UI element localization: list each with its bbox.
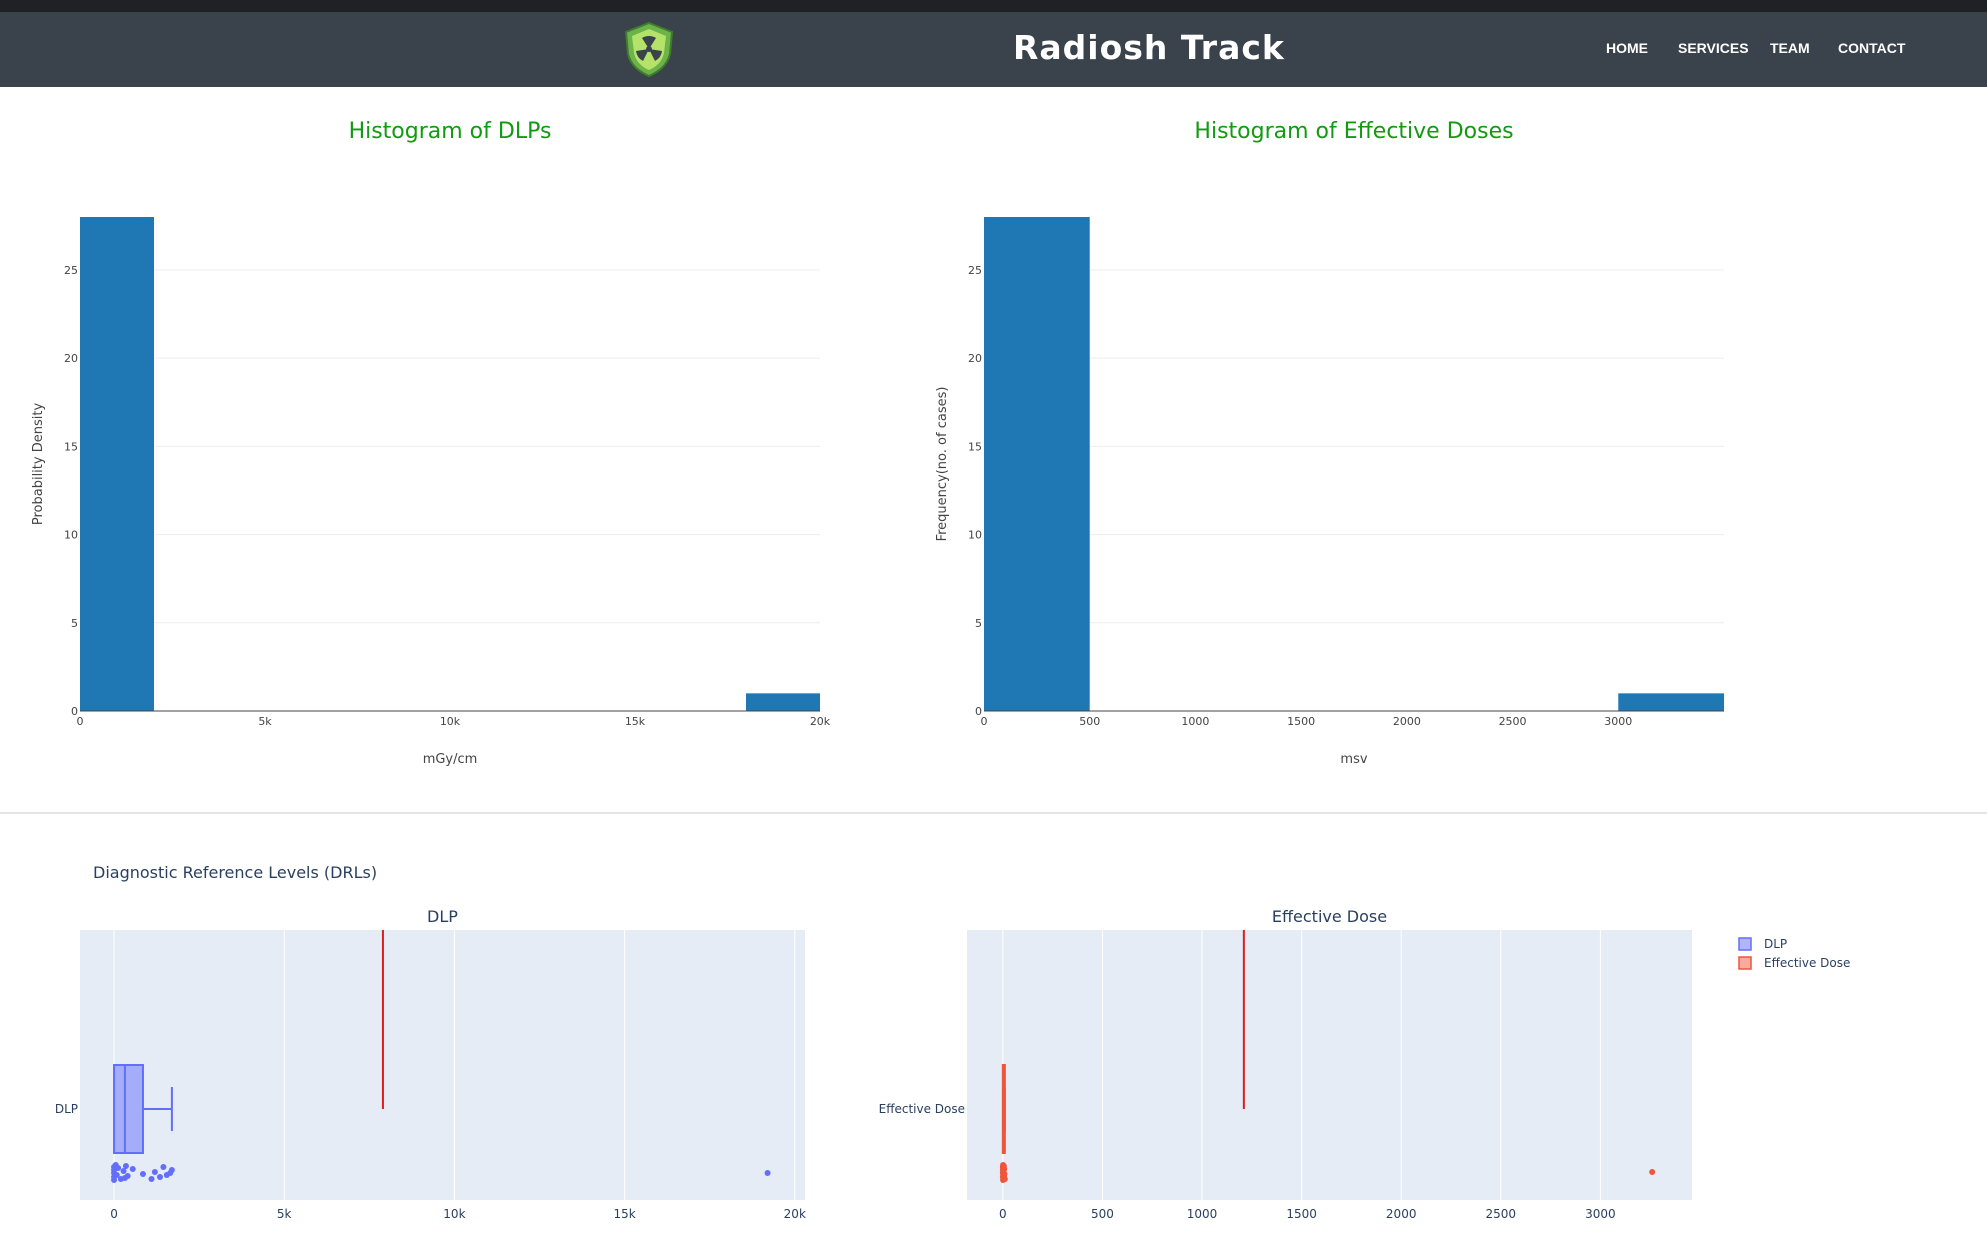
- dlp-hist-xtick-label: 5k: [258, 715, 272, 728]
- brand-title: Radiosh Track: [1013, 28, 1285, 67]
- ed-hist-xtick-label: 1000: [1181, 715, 1209, 728]
- dlp-hist-ytick-label: 15: [64, 440, 78, 453]
- dlp-box-point: [120, 1168, 127, 1174]
- dlp-histogram: 0 5 10 15 20 25 0 5k 10k 15k 20k mGy/cm Probability …: [31, 217, 831, 767]
- dlp-hist-xlabel: mGy/cm: [423, 752, 478, 767]
- ed-hist-bar: [984, 217, 1090, 711]
- dlp-box-point: [156, 1174, 163, 1180]
- ed-box-xtick-label: 500: [1091, 1207, 1114, 1221]
- section-divider: [0, 812, 1987, 814]
- dlp-box-point: [115, 1165, 122, 1171]
- dlp-box-box: [113, 1064, 144, 1154]
- dlp-hist-bar: [746, 693, 820, 711]
- dlp-histogram-title: Histogram of DLPs: [348, 119, 552, 144]
- ed-histogram: 0 5 10 15 20 25 0 500 1000 1500 2000 2500 3000 msv Fre…: [935, 217, 1724, 767]
- dlp-box-point: [160, 1164, 167, 1170]
- dlp-box-point: [151, 1169, 158, 1175]
- ed-box-subplot-title: Effective Dose: [1272, 907, 1387, 926]
- ed-box-xtick-label: 0: [999, 1207, 1007, 1221]
- dlp-hist-ytick-label: 20: [64, 352, 78, 365]
- ed-boxplot: 0 500 1000 1500 2000 2500 3000 Effective Dose Ef…: [879, 907, 1851, 1221]
- dlp-box-point: [129, 1166, 136, 1172]
- dlp-box-subplot-title: DLP: [427, 907, 458, 926]
- dlp-hist-ylabel: Probability Density: [31, 403, 46, 526]
- dlp-hist-xtick-label: 20k: [810, 715, 831, 728]
- ed-box-xtick-label: 3000: [1585, 1207, 1616, 1221]
- ed-hist-xtick-label: 2500: [1499, 715, 1527, 728]
- nav-contact[interactable]: CONTACT: [1838, 40, 1906, 56]
- radiation-shield-icon[interactable]: [620, 20, 678, 78]
- ed-box-point: [1001, 1176, 1008, 1182]
- dlp-hist-xtick-label: 15k: [625, 715, 646, 728]
- legend-label: DLP: [1764, 937, 1787, 951]
- dlp-hist-ytick-label: 10: [64, 529, 78, 542]
- dlp-box-xtick-label: 0: [110, 1207, 118, 1221]
- dlp-box-point: [764, 1170, 771, 1176]
- dlp-box-xtick-label: 15k: [613, 1207, 635, 1221]
- dlp-box-point: [148, 1176, 155, 1182]
- ed-hist-ylabel: Frequency(no. of cases): [935, 387, 950, 542]
- dlp-hist-xtick-label: 10k: [440, 715, 461, 728]
- ed-hist-ytick-label: 5: [975, 617, 982, 630]
- navbar: [0, 12, 1987, 87]
- ed-hist-ytick-label: 25: [968, 264, 982, 277]
- ed-hist-ytick-label: 0: [975, 705, 982, 718]
- ed-box-point: [1649, 1169, 1656, 1175]
- legend-swatch: [1738, 937, 1752, 951]
- ed-hist-ytick-label: 20: [968, 352, 982, 365]
- drl-section-title: Diagnostic Reference Levels (DRLs): [93, 863, 378, 882]
- legend-label: Effective Dose: [1764, 956, 1850, 970]
- dlp-box-point: [124, 1173, 131, 1179]
- nav-services[interactable]: SERVICES: [1678, 40, 1749, 56]
- dlp-box-point: [113, 1172, 120, 1178]
- dlp-box-xtick-label: 5k: [277, 1207, 292, 1221]
- ed-hist-ytick-label: 15: [968, 440, 982, 453]
- dlp-box-category-label: DLP: [55, 1102, 78, 1116]
- dlp-hist-ytick-label: 25: [64, 264, 78, 277]
- dlp-box-xtick-label: 10k: [443, 1207, 465, 1221]
- dlp-box-plot-background: [80, 930, 805, 1200]
- ed-hist-xtick-label: 2000: [1393, 715, 1421, 728]
- ed-hist-ytick-label: 10: [968, 529, 982, 542]
- ed-box-category-label: Effective Dose: [879, 1102, 965, 1116]
- ed-hist-xtick-label: 3000: [1604, 715, 1632, 728]
- ed-box-xtick-label: 1000: [1187, 1207, 1218, 1221]
- ed-hist-xtick-label: 1500: [1287, 715, 1315, 728]
- browser-bookmarks-bar: [0, 0, 1987, 12]
- ed-hist-xtick-label: 0: [981, 715, 988, 728]
- legend-swatch: [1738, 956, 1752, 970]
- ed-box-plot-background: [967, 930, 1692, 1200]
- dlp-box-xtick-label: 20k: [784, 1207, 806, 1221]
- dlp-hist-ytick-label: 0: [71, 705, 78, 718]
- ed-box-point: [1001, 1166, 1008, 1172]
- dlp-boxplot: 0 5k 10k 15k 20k DLP DLP: [55, 907, 806, 1221]
- nav-team[interactable]: TEAM: [1770, 40, 1810, 56]
- dlp-hist-bar: [80, 217, 154, 711]
- ed-box-xtick-label: 2000: [1386, 1207, 1417, 1221]
- ed-box-point: [1001, 1171, 1008, 1177]
- ed-histogram-title: Histogram of Effective Doses: [1194, 119, 1514, 144]
- dlp-hist-xtick-label: 0: [77, 715, 84, 728]
- dlp-hist-ytick-label: 5: [71, 617, 78, 630]
- ed-box-xtick-label: 1500: [1286, 1207, 1317, 1221]
- dlp-box-point: [111, 1177, 118, 1183]
- ed-box-xtick-label: 2500: [1486, 1207, 1517, 1221]
- nav-home[interactable]: HOME: [1606, 40, 1648, 56]
- ed-hist-xlabel: msv: [1340, 752, 1367, 767]
- ed-hist-bar: [1618, 693, 1724, 711]
- ed-hist-xtick-label: 500: [1079, 715, 1100, 728]
- dlp-box-point: [122, 1163, 129, 1169]
- dlp-box-point: [168, 1167, 175, 1173]
- dlp-box-point: [139, 1171, 146, 1177]
